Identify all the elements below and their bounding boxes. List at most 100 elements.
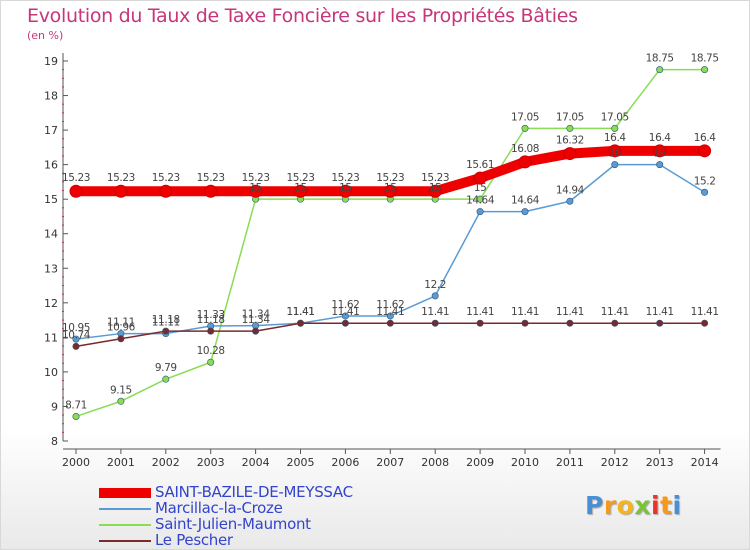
- data-point: [521, 319, 529, 327]
- data-point: [341, 312, 349, 320]
- data-label: 17.05: [511, 111, 539, 123]
- data-label: 11.41: [511, 306, 539, 318]
- data-label: 15.2: [694, 175, 716, 187]
- legend-swatch: [99, 508, 151, 510]
- data-label: 15: [474, 182, 487, 194]
- data-label: 11.41: [286, 306, 314, 318]
- data-point: [701, 319, 709, 327]
- data-point: [611, 161, 619, 169]
- x-tick-label: 2002: [152, 456, 180, 469]
- data-point: [207, 358, 215, 366]
- legend-swatch: [99, 488, 151, 498]
- data-point: [476, 195, 484, 203]
- data-labels: 8.71 9.15 9.79 10.28 15 15 15 15 15 15 17.05 17.05 1…: [62, 53, 719, 412]
- data-point: [338, 184, 352, 198]
- data-label: 17.05: [556, 111, 584, 123]
- data-label: 12.2: [424, 279, 446, 291]
- data-label: 15.23: [107, 172, 135, 184]
- data-label: 11.62: [376, 299, 404, 311]
- data-label: 15.23: [197, 172, 225, 184]
- y-tick-label: 16: [44, 159, 58, 172]
- data-label: 15.23: [286, 172, 314, 184]
- data-label: 15: [249, 182, 262, 194]
- data-label: 11.41: [691, 306, 719, 318]
- data-label: 15.23: [421, 172, 449, 184]
- data-label: 11.41: [601, 306, 629, 318]
- data-label: 9.79: [155, 362, 177, 374]
- data-label: 17.05: [601, 111, 629, 123]
- data-label: 10.96: [107, 322, 136, 334]
- data-label: 15: [294, 182, 307, 194]
- data-label: 11.34: [242, 314, 271, 326]
- data-point: [69, 184, 83, 198]
- data-point: [252, 327, 260, 335]
- data-point: [473, 171, 487, 185]
- logo-letter: i: [672, 491, 682, 520]
- data-point: [386, 319, 394, 327]
- data-point: [653, 144, 667, 158]
- data-point: [608, 144, 622, 158]
- y-tick-label: 9: [51, 400, 58, 413]
- legend-label: Marcillac-la-Croze: [155, 499, 283, 517]
- y-tick-label: 14: [44, 228, 58, 241]
- data-label: 11.18: [152, 314, 180, 326]
- data-point: [476, 208, 484, 216]
- data-point: [207, 327, 215, 335]
- x-tick-label: 2010: [511, 456, 539, 469]
- legend-swatch: [99, 524, 151, 526]
- logo-letter: P: [585, 491, 604, 520]
- x-tick-label: 2006: [331, 456, 359, 469]
- data-point: [698, 144, 712, 158]
- data-point: [204, 184, 218, 198]
- logo-letter: x: [634, 491, 651, 520]
- data-label: 11.18: [197, 314, 225, 326]
- x-tick-label: 2000: [62, 456, 90, 469]
- data-label: 15.23: [152, 172, 180, 184]
- data-point: [521, 124, 529, 132]
- x-tick-label: 2013: [646, 456, 674, 469]
- x-tick-label: 2005: [287, 456, 315, 469]
- data-label: 11.41: [421, 306, 449, 318]
- data-label: 10.95: [62, 322, 90, 334]
- data-point: [656, 161, 664, 169]
- data-label: 14.94: [556, 184, 585, 196]
- data-label: 11.11: [152, 317, 180, 329]
- data-point: [566, 197, 574, 205]
- data-label: 11.34: [242, 309, 271, 321]
- data-label: 16.08: [511, 143, 539, 155]
- data-label: 15.23: [62, 172, 90, 184]
- data-point: [656, 66, 664, 74]
- y-tick-label: 17: [44, 124, 58, 137]
- x-tick-label: 2014: [691, 456, 719, 469]
- data-point: [701, 66, 709, 74]
- proxiti-logo: Proxiti: [585, 491, 682, 520]
- data-point: [431, 319, 439, 327]
- logo-letter: i: [651, 491, 661, 520]
- data-label: 15: [339, 182, 352, 194]
- legend-swatch: [99, 540, 151, 542]
- y-tick-label: 8: [51, 435, 58, 448]
- x-tick-label: 2007: [376, 456, 404, 469]
- data-label: 15.61: [466, 159, 494, 171]
- data-label: 11.11: [107, 317, 135, 329]
- data-label: 11.41: [286, 306, 314, 318]
- logo-letter: r: [603, 491, 617, 520]
- data-point: [431, 292, 439, 300]
- data-point: [611, 319, 619, 327]
- data-point: [701, 188, 709, 196]
- y-tick-label: 18: [44, 90, 58, 103]
- data-label: 11.41: [556, 306, 584, 318]
- data-point: [386, 312, 394, 320]
- data-point: [114, 184, 128, 198]
- data-point: [249, 184, 263, 198]
- data-label: 11.41: [331, 306, 359, 318]
- data-point: [341, 319, 349, 327]
- data-label: 11.41: [466, 306, 494, 318]
- chart-title: Evolution du Taux de Taxe Foncière sur l…: [27, 5, 578, 27]
- data-point: [159, 184, 173, 198]
- y-tick-label: 13: [44, 262, 58, 275]
- data-label: 15.23: [331, 172, 359, 184]
- x-tick-label: 2001: [107, 456, 135, 469]
